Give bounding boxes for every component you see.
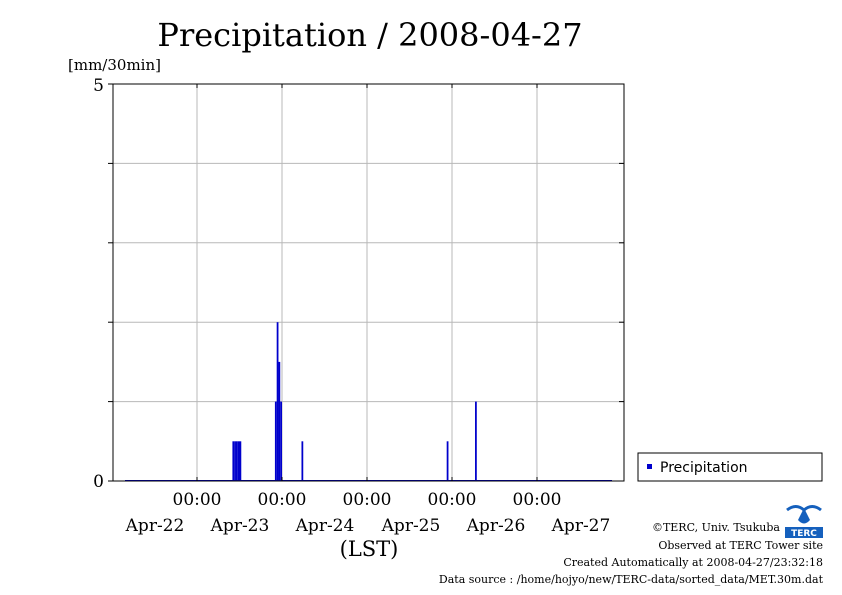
x-time-label: 00:00 <box>258 490 307 510</box>
x-date-label: Apr-25 <box>381 516 441 536</box>
chart-title: Precipitation / 2008-04-27 <box>157 16 582 54</box>
precipitation-bar <box>278 361 281 481</box>
x-date-label: Apr-22 <box>125 516 185 536</box>
precipitation-bar <box>475 401 477 481</box>
x-date-label: Apr-24 <box>295 516 355 536</box>
y-axis-unit-label: [mm/30min] <box>68 56 161 74</box>
x-time-label: 00:00 <box>343 490 392 510</box>
legend: Precipitation <box>637 452 823 482</box>
precipitation-bar <box>274 401 277 481</box>
x-time-label: 00:00 <box>173 490 222 510</box>
precipitation-bar <box>301 441 304 481</box>
x-time-label: 00:00 <box>428 490 477 510</box>
legend-box <box>637 452 823 482</box>
x-time-label: 00:00 <box>513 490 562 510</box>
precipitation-bar <box>235 441 238 481</box>
x-axis-label: (LST) <box>340 537 399 561</box>
terc-logo: TERC <box>785 504 823 539</box>
y-tick-label: 5 <box>93 76 104 96</box>
x-date-label: Apr-27 <box>551 516 611 536</box>
x-time-labels: 00:00 00:00 00:00 00:00 00:00 <box>173 490 562 510</box>
x-date-label: Apr-26 <box>466 516 526 536</box>
precipitation-bar <box>232 441 235 481</box>
precipitation-bar <box>234 441 236 481</box>
plot-frame <box>112 83 625 482</box>
copyright-text: ©TERC, Univ. Tsukuba <box>652 521 780 534</box>
precipitation-bar <box>276 322 279 481</box>
observed-text: Observed at TERC Tower site <box>658 539 823 552</box>
x-date-labels: Apr-22 Apr-23 Apr-24 Apr-25 Apr-26 Apr-2… <box>125 516 611 536</box>
x-date-label: Apr-23 <box>210 516 270 536</box>
precipitation-bar <box>239 441 242 481</box>
grid-lines <box>113 84 624 481</box>
data-source-text: Data source : /home/hojyo/new/TERC-data/… <box>439 573 824 586</box>
precipitation-bar <box>446 441 449 481</box>
legend-swatch <box>647 464 652 469</box>
y-tick-label: 0 <box>93 472 104 492</box>
created-text: Created Automatically at 2008-04-27/23:3… <box>563 556 823 569</box>
precipitation-bar <box>280 401 282 481</box>
legend-label: Precipitation <box>660 460 748 476</box>
logo-text: TERC <box>791 529 817 539</box>
axis-ticks <box>108 83 624 482</box>
precipitation-bar <box>237 441 240 481</box>
